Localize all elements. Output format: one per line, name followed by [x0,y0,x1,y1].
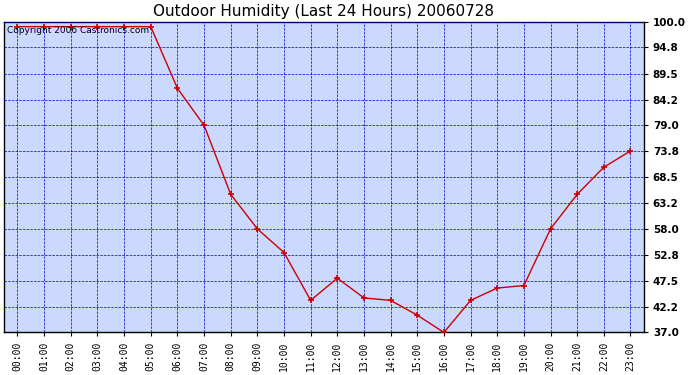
Title: Outdoor Humidity (Last 24 Hours) 20060728: Outdoor Humidity (Last 24 Hours) 2006072… [153,4,495,19]
Text: Copyright 2006 Castronics.com: Copyright 2006 Castronics.com [8,26,150,35]
